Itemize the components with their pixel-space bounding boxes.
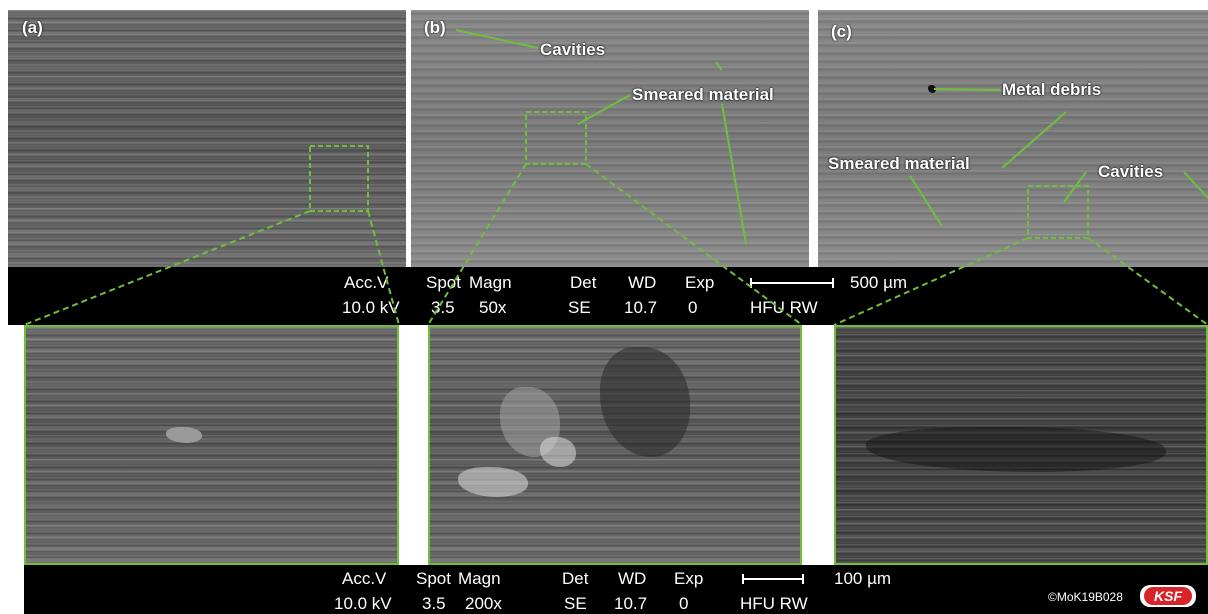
top-spot-value: 3.5 <box>431 298 455 317</box>
bottom-det-header: Det <box>562 569 589 588</box>
sem-panel-a <box>8 10 406 267</box>
top-scale-label: 500 µm <box>850 273 908 292</box>
top-exp-header: Exp <box>685 273 715 292</box>
bottom-spot-value: 3.5 <box>422 594 446 613</box>
bottom-acc-value: 10.0 kV <box>334 594 392 613</box>
bottom-exp-header: Exp <box>674 569 704 588</box>
bottom-scale-label: 100 µm <box>834 569 892 588</box>
panel-letter-a: (a) <box>22 18 43 37</box>
top-hfu: HFU RW <box>750 298 818 317</box>
info-bar-top: Acc.V 10.0 kV Spot Magn 3.5 50x Det SE W… <box>8 267 1208 325</box>
bottom-magn-header: Magn <box>458 569 501 588</box>
top-acc-header: Acc.V <box>344 273 389 292</box>
bottom-acc-header: Acc.V <box>342 569 387 588</box>
ksf-logo: KSF <box>1140 585 1196 607</box>
zoom-panel-c <box>834 325 1208 565</box>
sem-panel-b <box>411 10 809 267</box>
label-c-debris: Metal debris <box>1002 80 1102 99</box>
ksf-logo-text: KSF <box>1144 587 1192 605</box>
bottom-spot-header: Spot <box>416 569 451 588</box>
bottom-det-value: SE <box>564 594 587 613</box>
sem-image-c <box>818 10 1208 267</box>
panel-letter-b: (b) <box>424 18 446 37</box>
label-c-cavities: Cavities <box>1098 162 1164 181</box>
top-exp-value: 0 <box>688 298 698 317</box>
sem-image-b <box>411 10 809 267</box>
zoom-panel-a <box>24 325 399 565</box>
label-b-cavities: Cavities <box>540 40 606 59</box>
top-magn-header: Magn <box>469 273 512 292</box>
zoom-panel-b <box>428 325 802 565</box>
top-det-header: Det <box>570 273 597 292</box>
label-b-smeared: Smeared material <box>632 85 774 104</box>
top-magn-value: 50x <box>479 298 507 317</box>
top-wd-value: 10.7 <box>624 298 658 317</box>
bottom-wd-value: 10.7 <box>614 594 648 613</box>
top-spot-header: Spot <box>426 273 461 292</box>
top-acc-value: 10.0 kV <box>342 298 400 317</box>
bottom-hfu: HFU RW <box>740 594 808 613</box>
copyright-text: ©MoK19B028 <box>1048 590 1123 604</box>
top-det-value: SE <box>568 298 591 317</box>
zoom-image-a <box>26 327 397 563</box>
label-c-smeared: Smeared material <box>828 154 970 173</box>
panel-letter-c: (c) <box>831 22 852 41</box>
bottom-wd-header: WD <box>618 569 647 588</box>
zoom-image-c <box>836 327 1206 563</box>
top-wd-header: WD <box>628 273 657 292</box>
bottom-magn-value: 200x <box>465 594 502 613</box>
info-bar-bottom: Acc.V 10.0 kV Spot Magn 3.5 200x Det SE … <box>24 565 1208 614</box>
bottom-exp-value: 0 <box>679 594 689 613</box>
sem-image-a <box>8 10 406 267</box>
top-scale-bar <box>750 278 834 288</box>
bottom-scale-bar <box>742 574 804 584</box>
sem-panel-c <box>818 10 1208 267</box>
